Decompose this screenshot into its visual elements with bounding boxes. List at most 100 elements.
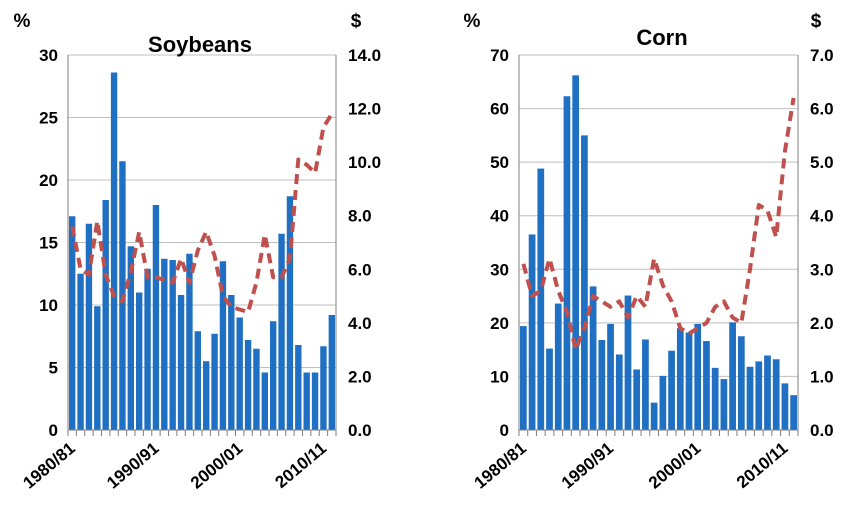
chart-title: Soybeans (148, 32, 252, 57)
bar (703, 341, 710, 430)
y2-tick-label: 4.0 (810, 207, 834, 226)
right-axis-unit: $ (351, 11, 362, 32)
left-axis-unit: % (464, 11, 481, 32)
y-tick-label: 0 (500, 421, 509, 440)
price-line (70, 112, 334, 315)
bar (228, 295, 235, 430)
bar (144, 268, 151, 430)
bar (161, 258, 168, 430)
y-tick-label: 0 (49, 421, 58, 440)
y-tick-label: 20 (490, 314, 509, 333)
bar (194, 331, 201, 430)
bar (286, 196, 294, 430)
chart-title: Corn (636, 25, 687, 50)
y-tick-label: 10 (490, 367, 509, 386)
bar (186, 253, 193, 430)
bar (253, 348, 260, 430)
bar (520, 326, 527, 430)
bar (328, 315, 335, 430)
y-tick-label: 5 (49, 359, 58, 378)
bar (676, 328, 684, 430)
bar (169, 260, 176, 430)
bar (755, 361, 763, 430)
y-tick-label: 60 (490, 100, 509, 119)
y2-tick-label: 6.0 (348, 260, 372, 279)
y2-tick-label: 0.0 (348, 421, 372, 440)
bar (528, 234, 536, 430)
bar (720, 379, 728, 430)
price-line (521, 97, 796, 352)
bar (650, 402, 658, 430)
bar (320, 346, 327, 430)
y-tick-label: 15 (39, 234, 58, 253)
left-axis-unit: % (14, 11, 31, 32)
bar (633, 369, 641, 430)
bar (624, 295, 632, 430)
bar (136, 292, 143, 430)
y2-tick-label: 7.0 (810, 46, 834, 65)
y2-tick-label: 8.0 (348, 207, 372, 226)
bar (642, 339, 649, 430)
bar (694, 323, 702, 430)
bar (554, 303, 562, 430)
bar (790, 395, 797, 430)
bar (203, 361, 210, 430)
right-axis-unit: $ (811, 11, 822, 32)
x-tick-label: 2010/11 (271, 439, 330, 492)
bar (94, 306, 101, 430)
bar (177, 295, 185, 430)
y-tick-label: 25 (39, 109, 58, 128)
x-tick-label: 1990/91 (558, 439, 617, 493)
bar (295, 345, 302, 430)
bar (615, 354, 623, 430)
bar (537, 168, 545, 431)
bar (589, 286, 597, 430)
bar (311, 372, 319, 430)
corn-chart: 0 10 20 30 40 50 60 70 0.0 1.0 2.0 3.0 4.0 5.0 6.0 7.0 1… (464, 11, 834, 493)
bar (211, 333, 218, 430)
bar (69, 216, 76, 430)
bar (598, 340, 606, 430)
x-tick-label: 2000/01 (645, 439, 704, 493)
bar (581, 135, 588, 430)
bar (668, 350, 675, 430)
bar (563, 96, 571, 430)
y2-tick-label: 4.0 (348, 314, 372, 333)
bar (746, 366, 754, 430)
x-tick-label: 2010/11 (733, 439, 792, 492)
bar (729, 322, 736, 430)
y-tick-label: 10 (39, 296, 58, 315)
soybeans-chart: 0 5 10 15 20 25 30 0.0 2.0 4.0 6.0 8.0 10.0 12.0 14.0 1… (14, 11, 382, 493)
bar (711, 367, 719, 430)
x-tick-label: 1980/81 (471, 439, 530, 493)
y2-tick-label: 10.0 (348, 153, 381, 172)
bar (659, 375, 667, 430)
bar (244, 340, 252, 430)
x-tick-label: 1990/91 (103, 439, 162, 493)
bar (685, 332, 693, 430)
bar (152, 205, 160, 430)
bar (546, 348, 553, 430)
y2-tick-label: 12.0 (348, 100, 381, 119)
y-tick-label: 30 (39, 46, 58, 65)
bar (270, 321, 277, 430)
y-tick-label: 20 (39, 171, 58, 190)
bar (261, 372, 268, 430)
bar (219, 261, 227, 430)
bar (572, 75, 580, 430)
bar (127, 246, 134, 430)
bar (236, 317, 243, 430)
y-tick-label: 40 (490, 207, 509, 226)
y2-tick-label: 5.0 (810, 153, 834, 172)
bar (781, 383, 789, 430)
y2-tick-label: 6.0 (810, 100, 834, 119)
bar (110, 72, 118, 430)
y2-tick-label: 0.0 (810, 421, 834, 440)
y-tick-label: 50 (490, 153, 509, 172)
y2-tick-label: 14.0 (348, 46, 381, 65)
y2-tick-label: 1.0 (810, 367, 834, 386)
y-tick-label: 30 (490, 260, 509, 279)
y2-tick-label: 2.0 (810, 314, 834, 333)
bar (764, 355, 771, 430)
